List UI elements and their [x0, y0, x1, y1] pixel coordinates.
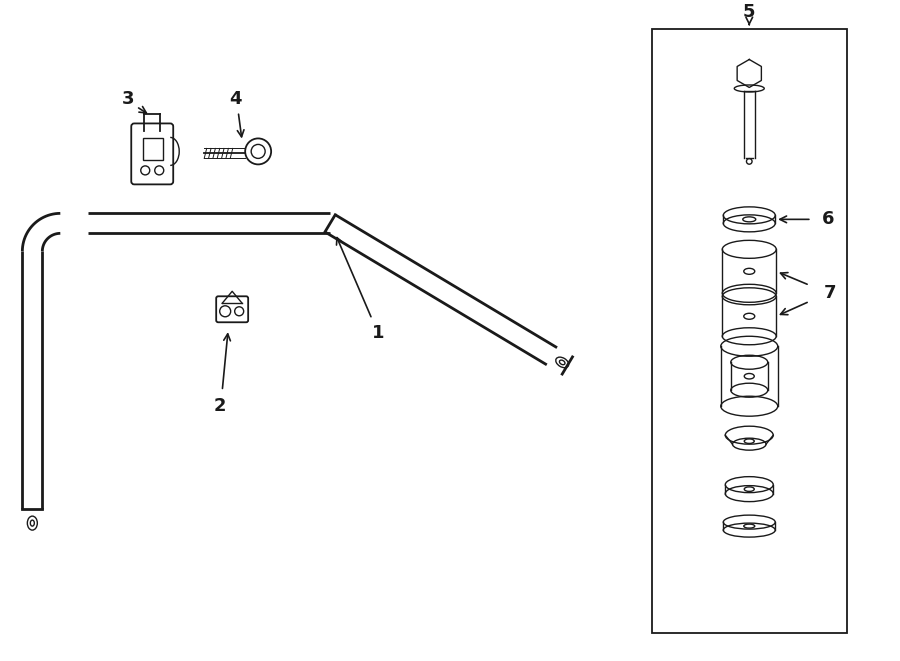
Bar	[652, 28, 847, 633]
Text: 7: 7	[824, 284, 836, 302]
Bar	[143, 138, 163, 161]
Text: 1: 1	[372, 325, 384, 342]
Text: 2: 2	[214, 397, 227, 415]
Text: 3: 3	[122, 91, 134, 108]
Text: 6: 6	[822, 210, 834, 228]
Text: 4: 4	[229, 91, 241, 108]
Text: 5: 5	[743, 3, 755, 20]
